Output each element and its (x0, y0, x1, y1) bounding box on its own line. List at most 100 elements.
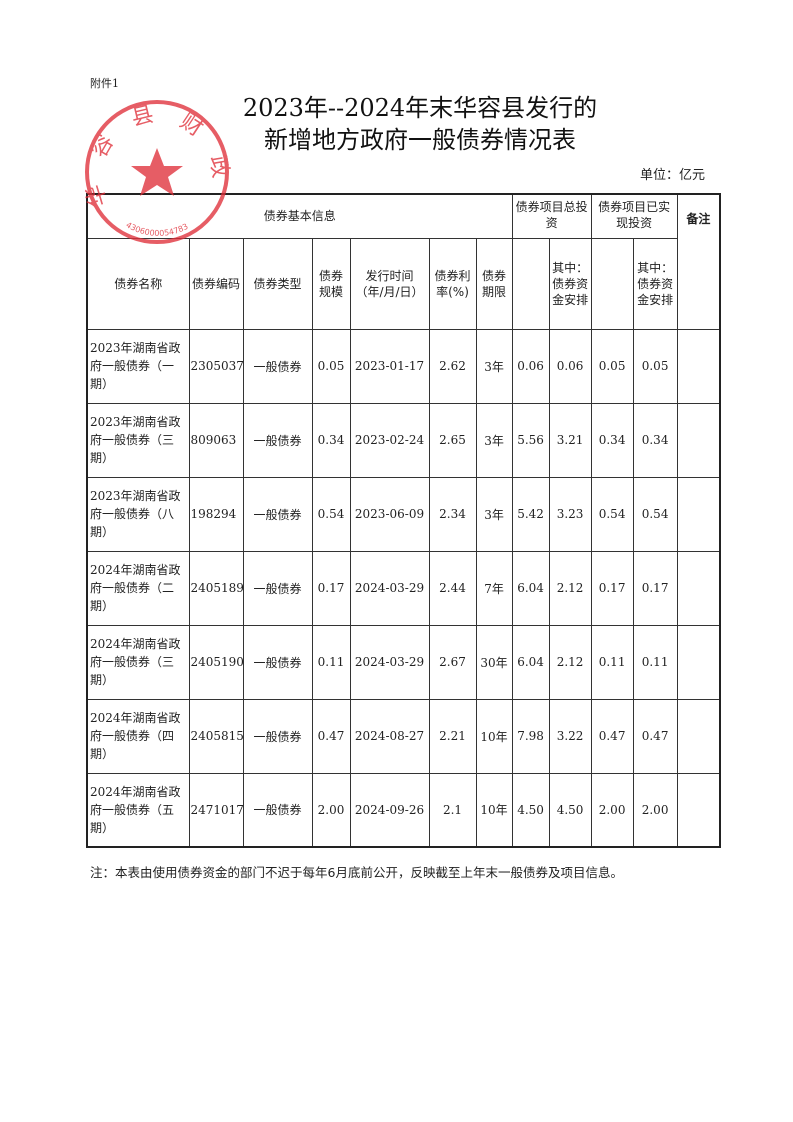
cell-realized-bond: 0.11 (632, 624, 678, 700)
cell-date: 2023-01-17 (349, 328, 430, 404)
cell-scale: 0.54 (311, 476, 351, 552)
cell-rate: 2.44 (428, 550, 477, 626)
cell-total: 5.42 (511, 476, 550, 552)
table-row: 2023年湖南省政府一般债券（八期） 198294 一般债券 0.54 2023-06-… (86, 476, 721, 552)
title-line-1: 2023年--2024年末华容县发行的 (242, 94, 598, 122)
cell-date: 2023-02-24 (349, 402, 430, 478)
cell-total-bond: 3.21 (548, 402, 592, 478)
cell-date: 2023-06-09 (349, 476, 430, 552)
cell-remark (676, 698, 721, 774)
cell-term: 3年 (475, 476, 513, 552)
cell-realized: 0.54 (590, 476, 634, 552)
cell-remark (676, 476, 721, 552)
cell-realized-bond: 0.54 (632, 476, 678, 552)
cell-realized-bond: 0.47 (632, 698, 678, 774)
cell-total-bond: 3.23 (548, 476, 592, 552)
header-scale: 债券规模 (311, 237, 351, 330)
header-basic-info: 债券基本信息 (86, 193, 513, 239)
table-row: 2023年湖南省政府一般债券（三期） 809063 一般债券 0.34 2023-02-… (86, 402, 721, 478)
official-seal: 华 容 县 财 政 局 4306000054783 (82, 96, 232, 244)
cell-type: 一般债券 (242, 476, 313, 552)
seal-number: 4306000054783 (124, 220, 189, 238)
cell-type: 一般债券 (242, 698, 313, 774)
cell-type: 一般债券 (242, 772, 313, 848)
cell-code: 198294 (188, 476, 244, 552)
cell-term: 10年 (475, 772, 513, 848)
header-realized-investment: 债券项目已实现投资 (590, 193, 678, 239)
bond-table: 债券基本信息 债券项目总投资 债券项目已实现投资 备注 债券名称 债券编码 债券… (86, 193, 722, 848)
cell-rate: 2.67 (428, 624, 477, 700)
page-title: 2023年--2024年末华容县发行的 新增地方政府一般债券情况表 (200, 92, 640, 156)
cell-total: 7.98 (511, 698, 550, 774)
cell-realized: 0.34 (590, 402, 634, 478)
header-rate: 债券利率(%) (428, 237, 477, 330)
cell-code: 2405190 (188, 624, 244, 700)
cell-total: 5.56 (511, 402, 550, 478)
cell-realized: 0.05 (590, 328, 634, 404)
cell-name: 2023年湖南省政府一般债券（八期） (86, 476, 190, 552)
cell-scale: 0.05 (311, 328, 351, 404)
cell-type: 一般债券 (242, 328, 313, 404)
cell-total-bond: 3.22 (548, 698, 592, 774)
cell-code: 809063 (188, 402, 244, 478)
cell-date: 2024-08-27 (349, 698, 430, 774)
header-issue-date: 发行时间（年/月/日） (349, 237, 430, 330)
cell-type: 一般债券 (242, 402, 313, 478)
unit-label: 单位：亿元 (640, 168, 706, 183)
cell-total-bond: 0.06 (548, 328, 592, 404)
footnote: 注：本表由使用债券资金的部门不迟于每年6月底前公开，反映截至上年末一般债券及项目… (90, 865, 623, 880)
cell-rate: 2.65 (428, 402, 477, 478)
cell-scale: 0.17 (311, 550, 351, 626)
cell-date: 2024-03-29 (349, 624, 430, 700)
header-total-investment: 债券项目总投资 (511, 193, 592, 239)
cell-scale: 2.00 (311, 772, 351, 848)
cell-code: 2405189 (188, 550, 244, 626)
cell-name: 2024年湖南省政府一般债券（五期） (86, 772, 190, 848)
cell-term: 10年 (475, 698, 513, 774)
cell-code: 2405815 (188, 698, 244, 774)
cell-total: 6.04 (511, 550, 550, 626)
cell-code: 2471017 (188, 772, 244, 848)
cell-rate: 2.62 (428, 328, 477, 404)
cell-realized-bond: 0.17 (632, 550, 678, 626)
cell-name: 2024年湖南省政府一般债券（四期） (86, 698, 190, 774)
cell-realized: 0.17 (590, 550, 634, 626)
cell-realized-bond: 0.05 (632, 328, 678, 404)
table-row: 2024年湖南省政府一般债券（三期） 2405190 一般债券 0.11 2024-03… (86, 624, 721, 700)
cell-term: 3年 (475, 402, 513, 478)
cell-type: 一般债券 (242, 550, 313, 626)
cell-realized: 2.00 (590, 772, 634, 848)
cell-term: 3年 (475, 328, 513, 404)
cell-total: 6.04 (511, 624, 550, 700)
cell-term: 30年 (475, 624, 513, 700)
header-total-of-which: 其中：债券资金安排 (548, 237, 592, 330)
cell-realized-bond: 2.00 (632, 772, 678, 848)
cell-date: 2024-09-26 (349, 772, 430, 848)
header-realized-of-which: 其中：债券资金安排 (632, 237, 678, 330)
header-realized-blank (590, 238, 634, 330)
header-term: 债券期限 (475, 237, 513, 330)
cell-type: 一般债券 (242, 624, 313, 700)
cell-code: 2305037 (188, 328, 244, 404)
header-type: 债券类型 (242, 237, 313, 330)
title-line-2: 新增地方政府一般债券情况表 (264, 126, 576, 154)
attachment-label: 附件1 (90, 77, 119, 90)
cell-rate: 2.34 (428, 476, 477, 552)
cell-scale: 0.11 (311, 624, 351, 700)
cell-remark (676, 402, 721, 478)
svg-text:4306000054783: 4306000054783 (124, 220, 189, 238)
cell-realized: 0.47 (590, 698, 634, 774)
cell-rate: 2.1 (428, 772, 477, 848)
cell-date: 2024-03-29 (349, 550, 430, 626)
cell-total-bond: 4.50 (548, 772, 592, 848)
cell-realized: 0.11 (590, 624, 634, 700)
cell-remark (676, 772, 721, 848)
cell-name: 2024年湖南省政府一般债券（二期） (86, 550, 190, 626)
table-row: 2024年湖南省政府一般债券（四期） 2405815 一般债券 0.47 2024-08… (86, 698, 721, 774)
cell-term: 7年 (475, 550, 513, 626)
cell-total: 0.06 (511, 328, 550, 404)
header-total-blank (511, 238, 550, 330)
cell-remark (676, 550, 721, 626)
cell-scale: 0.34 (311, 402, 351, 478)
cell-total-bond: 2.12 (548, 550, 592, 626)
